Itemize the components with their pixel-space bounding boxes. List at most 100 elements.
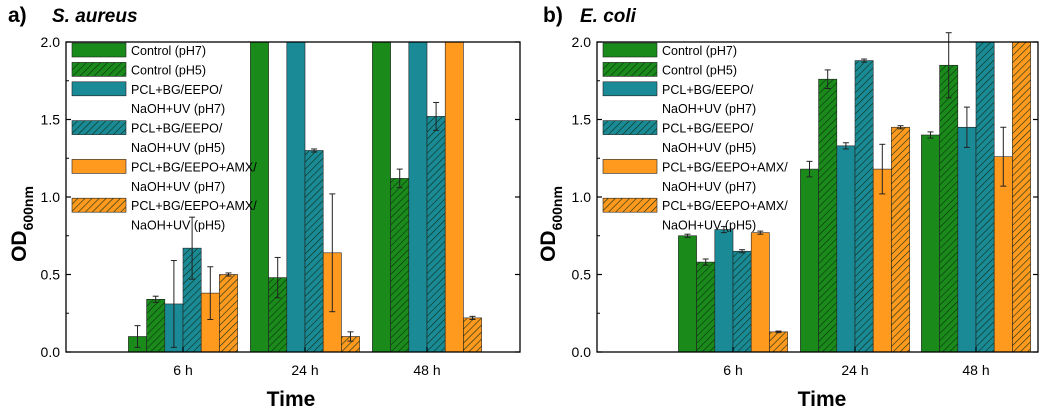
error-bar-b-s6-6h bbox=[775, 330, 782, 334]
legend-a: Control (pH7) Control (pH5) PCL+BG/EEPO/Na… bbox=[71, 42, 257, 233]
panel-title-b: E. coli bbox=[580, 6, 637, 27]
bar-b-s1-6h bbox=[678, 235, 697, 353]
x-tick-label-b-2: 48 h bbox=[962, 362, 989, 378]
y-axis-title-main-b: OD bbox=[537, 230, 560, 262]
error-bar-a-s4-6h bbox=[189, 216, 196, 280]
legend-swatch-b-1 bbox=[602, 42, 658, 58]
error-bar-b-s2-48h bbox=[945, 32, 952, 99]
legend-label-a-6-line1: PCL+BG/EEPO+AMX/ bbox=[131, 199, 257, 213]
x-tick-label-a-0: 6 h bbox=[173, 362, 192, 378]
y-tick-label-b-1: 0.5 bbox=[572, 267, 592, 283]
legend-label-a-4-line1: PCL+BG/EEPO/ bbox=[131, 122, 223, 136]
error-bar-b-s4-24h bbox=[861, 58, 868, 63]
y-tick-label-b-0: 0.0 bbox=[572, 344, 592, 360]
error-bar-a-s6-24h bbox=[347, 331, 354, 342]
error-bar-b-s5-6h bbox=[757, 230, 764, 235]
legend-label-a-3-line1: PCL+BG/EEPO/ bbox=[131, 83, 223, 97]
x-tick-label-b-1: 24 h bbox=[841, 362, 868, 378]
legend-swatch-a-4 bbox=[71, 120, 127, 135]
legend-swatch-a-2 bbox=[71, 62, 127, 77]
legend-label-b-4-line2: NaOH+UV (pH5) bbox=[662, 141, 756, 155]
error-bar-b-s5-48h bbox=[1000, 126, 1007, 187]
legend-label-b-3-line1: PCL+BG/EEPO/ bbox=[662, 83, 754, 97]
error-bar-a-s2-6h bbox=[152, 295, 159, 303]
bar-a-s6-6h bbox=[219, 274, 238, 353]
y-tick-label-a-2: 1.0 bbox=[41, 189, 61, 205]
legend-label-a-5-line1: PCL+BG/EEPO+AMX/ bbox=[131, 160, 257, 174]
panel-title-a: S. aureus bbox=[52, 6, 138, 27]
error-bar-b-s4-6h bbox=[739, 249, 746, 254]
error-bar-a-s6-48h bbox=[469, 315, 476, 320]
legend-label-b-3-line2: NaOH+UV (pH7) bbox=[662, 102, 756, 116]
panel-e-coli: b) E. coli 0.0 0.5 1.0 1.5 2.0 6 h 24 h 48 h Con… bbox=[537, 4, 1039, 411]
svg-text:OD600nm: OD600nm bbox=[537, 186, 565, 262]
y-tick-label-a-4: 2.0 bbox=[41, 34, 61, 50]
bar-a-s2-48h bbox=[390, 178, 410, 353]
legend-swatch-b-2 bbox=[602, 62, 658, 77]
error-bar-a-s2-24h bbox=[274, 256, 281, 299]
error-bar-b-s1-48h bbox=[927, 131, 934, 139]
legend-label-a-3-line2: NaOH+UV (pH7) bbox=[131, 102, 225, 116]
bar-a-s3-24h bbox=[286, 41, 306, 353]
y-axis-title-main-a: OD bbox=[8, 230, 31, 262]
x-axis-title-a: Time bbox=[267, 388, 316, 411]
legend-label-a-1-line1: Control (pH7) bbox=[131, 44, 206, 58]
legend-swatch-b-4 bbox=[602, 120, 658, 135]
y-tick-label-b-2: 1.0 bbox=[572, 189, 592, 205]
legend-label-b-5-line1: PCL+BG/EEPO+AMX/ bbox=[662, 160, 788, 174]
x-axis-title-b: Time bbox=[798, 388, 847, 411]
y-tick-label-a-0: 0.0 bbox=[41, 344, 61, 360]
error-bar-b-s2-24h bbox=[824, 69, 831, 89]
bar-a-s4-48h bbox=[426, 116, 446, 353]
error-bar-a-s3-6h bbox=[170, 260, 177, 348]
legend-swatch-a-5 bbox=[71, 159, 127, 174]
y-tick-label-a-3: 1.5 bbox=[41, 112, 61, 128]
panel-s-aureus: a) S. aureus 0.0 0.5 1.0 1.5 2.0 6 h 24 h 48 h C… bbox=[8, 4, 521, 411]
legend-label-a-4-line2: NaOH+UV (pH5) bbox=[131, 141, 225, 155]
bar-b-s1-24h bbox=[800, 168, 819, 353]
panel-letter-b: b) bbox=[543, 4, 563, 27]
y-tick-label-a-1: 0.5 bbox=[41, 267, 61, 283]
error-bar-a-s2-48h bbox=[396, 168, 403, 189]
error-bar-b-s3-6h bbox=[720, 225, 727, 234]
bar-b-s6-48h bbox=[1012, 41, 1031, 353]
bar-b-s4-24h bbox=[854, 60, 874, 353]
error-bar-b-s3-24h bbox=[842, 142, 849, 150]
y-tick-label-b-3: 1.5 bbox=[572, 112, 592, 128]
bar-a-s1-48h bbox=[372, 41, 391, 353]
legend-swatch-b-5 bbox=[602, 159, 658, 174]
bar-a-s5-48h bbox=[444, 41, 464, 353]
bar-b-s2-48h bbox=[939, 64, 959, 353]
error-bar-b-s3-48h bbox=[963, 106, 970, 148]
y-axis-title-sub-b: 600nm bbox=[549, 186, 565, 230]
legend-label-a-5-line2: NaOH+UV (pH7) bbox=[131, 180, 225, 194]
bar-b-s4-48h bbox=[975, 41, 995, 353]
legend-label-b-4-line1: PCL+BG/EEPO/ bbox=[662, 122, 754, 136]
legend-b: Control (pH7) Control (pH5) PCL+BG/EEPO/Na… bbox=[602, 42, 788, 233]
error-bar-a-s5-6h bbox=[207, 266, 214, 320]
x-tick-label-a-1: 24 h bbox=[291, 362, 318, 378]
y-axis-title-b: OD600nm bbox=[537, 186, 565, 262]
legend-label-b-1-line1: Control (pH7) bbox=[662, 44, 737, 58]
panel-letter-a: a) bbox=[8, 4, 27, 27]
legend-label-b-5-line2: NaOH+UV (pH7) bbox=[662, 180, 756, 194]
bar-a-s3-48h bbox=[408, 41, 428, 353]
legend-label-b-6-line2: NaOH+UV (pH5) bbox=[662, 219, 756, 233]
legend-label-a-6-line2: NaOH+UV (pH5) bbox=[131, 219, 225, 233]
x-tick-label-b-0: 6 h bbox=[723, 362, 742, 378]
error-bar-a-s4-48h bbox=[433, 101, 440, 131]
error-bar-a-s5-24h bbox=[329, 193, 336, 313]
legend-label-a-2-line1: Control (pH5) bbox=[131, 63, 206, 77]
bar-b-s2-6h bbox=[696, 261, 716, 353]
legend-swatch-a-1 bbox=[71, 42, 127, 58]
error-bar-b-s2-6h bbox=[702, 258, 709, 266]
legend-label-b-2-line1: Control (pH5) bbox=[662, 63, 737, 77]
bar-b-s4-6h bbox=[732, 250, 752, 353]
error-bar-b-s5-24h bbox=[879, 143, 886, 195]
x-tick-label-a-2: 48 h bbox=[413, 362, 440, 378]
bar-b-s3-6h bbox=[714, 229, 734, 353]
bar-b-s3-24h bbox=[836, 145, 856, 353]
